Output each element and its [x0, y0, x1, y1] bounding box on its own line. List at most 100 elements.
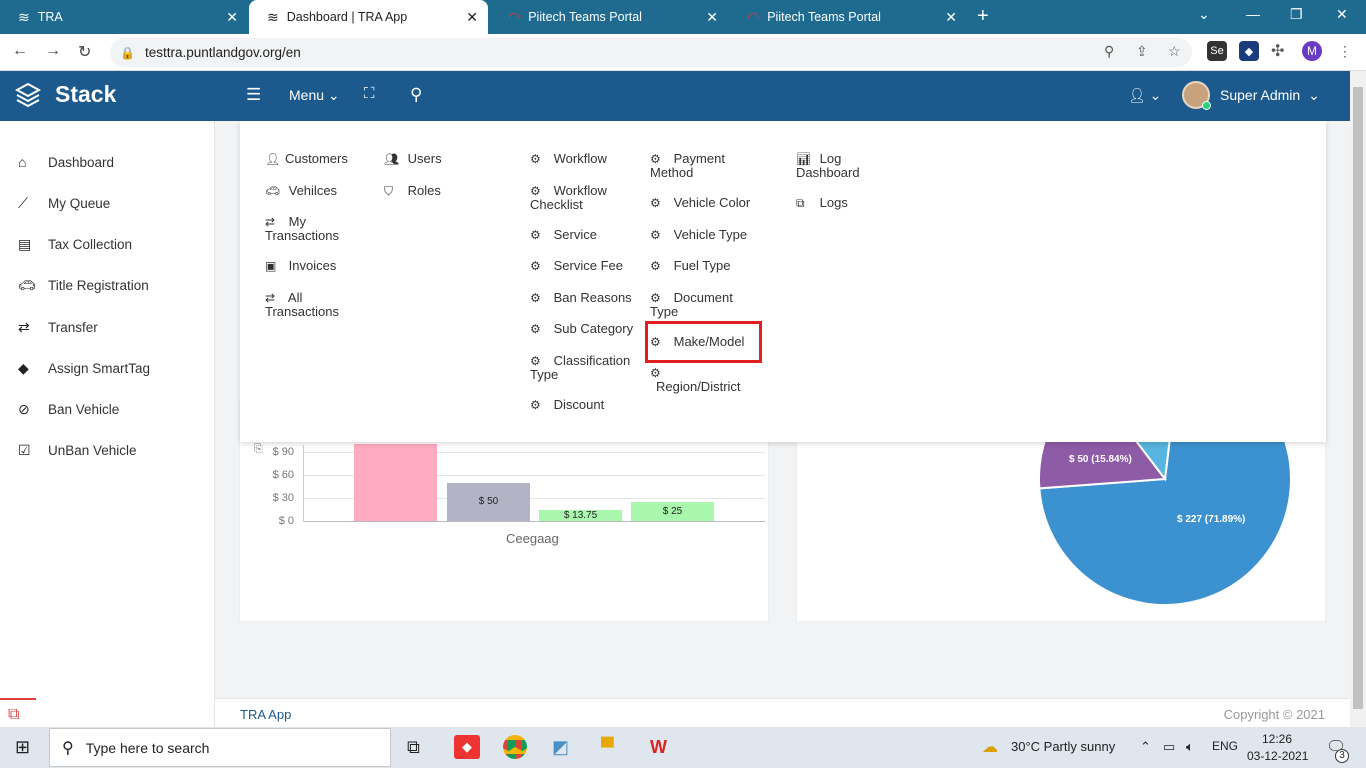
menu-item-discount[interactable]: ⚙ Discount — [530, 398, 604, 412]
menu-item-workflow[interactable]: ⚙ Workflow — [530, 152, 607, 166]
gear-icon: ⚙ — [530, 398, 541, 412]
gear-icon: ⚙ — [650, 366, 661, 380]
show-hidden-icons-icon[interactable]: ⌃ — [1140, 739, 1151, 754]
menu-item-workflow-checklist[interactable]: ⚙ Workflow Checklist — [530, 184, 607, 211]
footer-app-link[interactable]: TRA App — [240, 707, 292, 722]
lock-icon: 🔒 — [120, 45, 135, 60]
chevron-down-icon: ⌄ — [1308, 86, 1320, 103]
tab-dashboard[interactable]: ≋ Dashboard | TRA App ✕ — [249, 0, 488, 34]
windows-start-icon[interactable]: ⊞ — [15, 737, 31, 757]
gear-icon: ⚙ — [530, 152, 541, 166]
wps-office-icon[interactable]: W — [650, 737, 667, 757]
laravel-debug-icon[interactable]: ⧉ — [0, 698, 36, 727]
tab-tra[interactable]: ≋ TRA ✕ — [0, 0, 248, 34]
menu-item-logs[interactable]: ⧉ Logs — [796, 196, 848, 210]
volume-icon[interactable]: 🔈︎ — [1186, 739, 1194, 754]
menu-item-vehicles[interactable]: 🚗︎ Vehilces — [265, 184, 337, 198]
x-axis-line — [303, 521, 765, 522]
sidebar-item-title-registration[interactable]: 🚗︎ Title Registration — [18, 277, 149, 294]
user-icon[interactable]: 👤︎ ⌄ — [1128, 87, 1162, 103]
extension-icon[interactable]: ◆ — [1239, 41, 1259, 61]
restore-icon[interactable]: ❐ — [1290, 6, 1303, 22]
menu-item-classification-type[interactable]: ⚙ Classification Type — [530, 354, 630, 381]
task-view-icon[interactable]: ⧉ — [407, 737, 420, 757]
sidebar-item-my-queue[interactable]: ⟋ My Queue — [18, 195, 110, 212]
network-icon[interactable]: ▭ — [1163, 739, 1176, 754]
menu-item-fuel-type[interactable]: ⚙ Fuel Type — [650, 259, 730, 273]
sidebar-item-tax-collection[interactable]: ▤ Tax Collection — [18, 236, 132, 253]
omnibox[interactable]: 🔒 testtra.puntlandgov.org/en — [110, 38, 1192, 67]
file-explorer-icon[interactable]: ▀ — [601, 737, 614, 757]
tab-search-chevron-icon[interactable]: ⌄ — [1198, 6, 1210, 22]
y-tick-label: $ 90 — [272, 446, 294, 458]
search-icon[interactable]: ⚲ — [410, 85, 423, 104]
fullscreen-icon[interactable]: ⛶ — [364, 85, 375, 102]
menu-item-label-cont: Transactions — [265, 304, 339, 319]
menu-dropdown[interactable]: Menu ⌄ — [289, 87, 340, 103]
menu-item-label: Sub Category — [553, 321, 634, 336]
chrome-icon[interactable] — [503, 735, 527, 759]
menu-item-region-district[interactable]: ⚙ Region/District — [650, 366, 741, 394]
share-icon[interactable]: ⇪ — [1136, 43, 1148, 59]
user-menu[interactable]: Super Admin ⌄ — [1182, 81, 1320, 110]
scrollbar-thumb[interactable] — [1353, 87, 1363, 709]
minimize-icon[interactable]: — — [1246, 6, 1260, 22]
close-icon[interactable]: ✕ — [226, 9, 238, 25]
menu-item-my-transactions[interactable]: ⇄ My Transactions — [265, 215, 339, 242]
sidebar-item-unban-vehicle[interactable]: ☑ UnBan Vehicle — [18, 442, 137, 459]
sidebar-item-label: Tax Collection — [48, 237, 133, 252]
menu-item-sub-category[interactable]: ⚙ Sub Category — [530, 322, 633, 336]
menu-item-invoices[interactable]: ▣ Invoices — [265, 259, 336, 273]
reload-icon[interactable]: ↻ — [78, 44, 92, 61]
menu-item-all-transactions[interactable]: ⇄ All Transactions — [265, 291, 339, 318]
hamburger-icon[interactable]: ☰ — [246, 85, 262, 104]
menu-item-service-fee[interactable]: ⚙ Service Fee — [530, 259, 623, 273]
menu-item-ban-reasons[interactable]: ⚙ Ban Reasons — [530, 291, 632, 305]
anydesk-icon[interactable]: ◆ — [454, 735, 480, 759]
gear-icon: ⚙ — [650, 335, 661, 349]
sidebar-item-transfer[interactable]: ⇄ Transfer — [18, 319, 98, 336]
clock-time[interactable]: 12:26 — [1262, 732, 1293, 746]
app-icon[interactable]: ◩ — [552, 737, 570, 757]
menu-item-payment-method[interactable]: ⚙ Payment Method — [650, 152, 725, 179]
selenium-extension-icon[interactable]: Se — [1207, 41, 1227, 61]
menu-item-users[interactable]: 👥︎ Users — [384, 152, 442, 166]
forward-icon[interactable]: → — [45, 42, 61, 59]
close-icon[interactable]: ✕ — [466, 9, 478, 25]
page-scrollbar[interactable] — [1350, 71, 1366, 727]
clock-date[interactable]: 03-12-2021 — [1247, 749, 1309, 763]
menu-item-log-dashboard[interactable]: 📊︎ Log Dashboard — [796, 152, 860, 179]
user-name: Super Admin — [1220, 87, 1301, 103]
menu-item-service[interactable]: ⚙ Service — [530, 228, 597, 242]
menu-item-make-model[interactable]: ⚙ Make/Model — [650, 335, 744, 349]
menu-item-customers[interactable]: 👤︎ Customers — [265, 152, 348, 166]
tab-piitech-1[interactable]: ◠ Piitech Teams Portal ✕ — [490, 0, 728, 34]
menu-item-roles[interactable]: ⛉ Roles — [384, 184, 441, 198]
menu-item-label: Vehicle Color — [673, 195, 751, 210]
menu-item-document-type[interactable]: ⚙ Document Type — [650, 291, 733, 318]
window-close-icon[interactable]: ✕ — [1336, 6, 1348, 22]
weather-icon: ☁ — [982, 739, 998, 756]
close-icon[interactable]: ✕ — [945, 9, 957, 25]
new-tab-icon[interactable]: + — [977, 5, 989, 27]
brand[interactable]: Stack — [15, 81, 116, 108]
profile-avatar[interactable]: M — [1302, 41, 1322, 61]
back-icon[interactable]: ← — [12, 42, 28, 59]
menu-item-vehicle-color[interactable]: ⚙ Vehicle Color — [650, 196, 750, 210]
menu-item-vehicle-type[interactable]: ⚙ Vehicle Type — [650, 228, 747, 242]
tab-piitech-2[interactable]: ◠ Piitech Teams Portal ✕ — [729, 0, 967, 34]
sidebar-item-ban-vehicle[interactable]: ⊘ Ban Vehicle — [18, 401, 119, 418]
taskbar-search-input[interactable]: ⚲ Type here to search — [49, 728, 391, 767]
tab-title: Piitech Teams Portal — [767, 10, 881, 24]
close-icon[interactable]: ✕ — [706, 9, 718, 25]
more-menu-icon[interactable]: ⋮ — [1338, 43, 1352, 59]
language-indicator[interactable]: ENG — [1212, 739, 1239, 753]
x-axis-label: Ceegaag — [506, 531, 559, 546]
menu-item-label: Vehicle Type — [673, 227, 748, 242]
zoom-icon[interactable]: ⚲ — [1104, 43, 1115, 59]
extensions-puzzle-icon[interactable]: ✣ — [1271, 43, 1285, 60]
weather-text[interactable]: 30°C Partly sunny — [1011, 739, 1116, 754]
bookmark-star-icon[interactable]: ☆ — [1168, 43, 1181, 59]
sidebar-item-dashboard[interactable]: ⌂ Dashboard — [18, 154, 114, 170]
sidebar-item-assign-smarttag[interactable]: ◆ Assign SmartTag — [18, 360, 150, 377]
